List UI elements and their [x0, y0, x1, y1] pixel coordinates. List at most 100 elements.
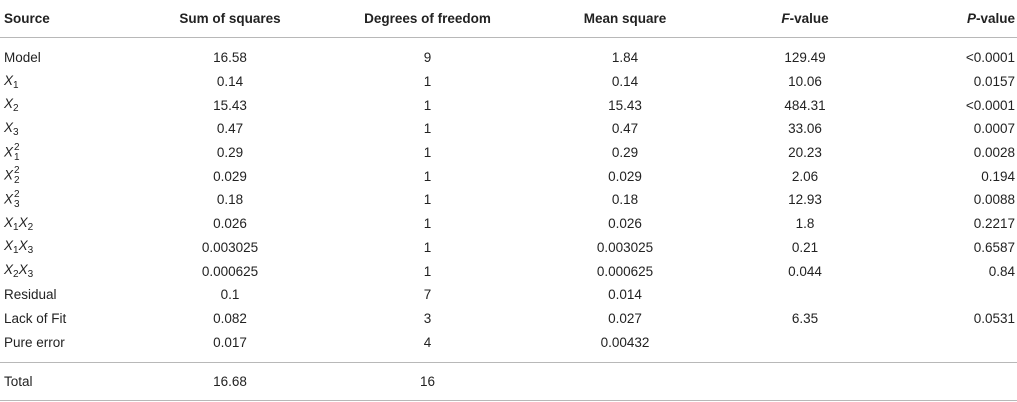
sum-of-squares-cell: 15.43 [213, 97, 247, 113]
mean-square-cell: 1.84 [611, 50, 639, 66]
mean-square-cell: 0.026 [608, 216, 642, 232]
variable-symbol: X [4, 144, 14, 160]
header-source: Source [4, 10, 50, 26]
p-value-cell: 0.6587 [973, 239, 1015, 255]
total-empty-cell [885, 363, 1017, 401]
variable-symbol: X [4, 167, 14, 183]
spacer-row [0, 37, 1017, 46]
p-value-cell: 0.0531 [973, 310, 1015, 326]
table-row: X1X2 0.026 1 0.026 1.8 0.2217 [0, 212, 1017, 236]
f-value-cell [725, 283, 885, 307]
header-p-letter: P [966, 10, 976, 26]
variable-symbol: X [4, 262, 14, 278]
source-label: Model [4, 50, 41, 66]
source-cell: X2 [0, 93, 130, 117]
subscript: 1 [13, 79, 19, 91]
variable-symbol: X [4, 119, 14, 135]
degrees-of-freedom-cell: 1 [423, 192, 432, 208]
subscript: 1 [13, 221, 19, 233]
sum-of-squares-cell: 16.58 [213, 50, 247, 66]
subscript: 3 [14, 198, 20, 210]
p-value-cell: 0.0088 [973, 192, 1015, 208]
source-cell: X1 [0, 70, 130, 94]
variable-symbol: X [4, 214, 14, 230]
sum-of-squares-cell: 0.026 [213, 216, 247, 232]
total-empty-cell [525, 363, 725, 401]
table-row: X1X3 0.003025 1 0.003025 0.21 0.6587 [0, 236, 1017, 260]
subscript: 3 [13, 126, 19, 138]
mean-square-cell: 15.43 [608, 97, 642, 113]
superscript: 2 [14, 141, 20, 153]
p-value-cell: 0.0007 [973, 121, 1015, 137]
total-sum-of-squares: 16.68 [213, 374, 247, 390]
header-mean-square: Mean square [583, 10, 667, 26]
f-value-cell: 20.23 [788, 145, 822, 161]
p-value-cell [885, 283, 1017, 307]
subscript: 1 [14, 151, 20, 163]
degrees-of-freedom-cell: 1 [423, 216, 432, 232]
variable-symbol-2: X [18, 238, 28, 254]
f-value-cell: 129.49 [784, 50, 826, 66]
total-empty-cell [725, 363, 885, 401]
mean-square-cell: 0.000625 [596, 263, 654, 279]
subscript-2: 2 [27, 221, 34, 233]
f-value-cell: 0.21 [791, 239, 819, 255]
header-sum-of-squares: Sum of squares [179, 10, 281, 26]
source-cell: Pure error [0, 330, 130, 354]
mean-square-cell: 0.47 [611, 121, 639, 137]
degrees-of-freedom-cell: 7 [423, 287, 432, 303]
table-row: X2 15.43 1 15.43 484.31 <0.0001 [0, 93, 1017, 117]
degrees-of-freedom-cell: 3 [423, 310, 432, 326]
f-value-cell: 2.06 [791, 168, 819, 184]
source-cell: X3 [0, 117, 130, 141]
variable-symbol: X [4, 96, 14, 112]
p-value-cell: 0.0157 [973, 74, 1015, 90]
source-label: Pure error [4, 334, 65, 350]
total-label: Total [4, 374, 33, 390]
sum-of-squares-cell: 0.18 [216, 192, 244, 208]
subscript: 2 [14, 175, 20, 187]
table-row: Pure error 0.017 4 0.00432 [0, 330, 1017, 354]
table-header: Source Sum of squares Degrees of freedom… [0, 0, 1017, 37]
sum-of-squares-cell: 0.017 [213, 334, 247, 350]
degrees-of-freedom-cell: 1 [423, 239, 432, 255]
header-f-rest: -value [789, 10, 829, 26]
sum-of-squares-cell: 0.14 [216, 74, 244, 90]
degrees-of-freedom-cell: 1 [423, 74, 432, 90]
subscript: 2 [13, 269, 19, 281]
p-value-cell: <0.0001 [965, 50, 1015, 66]
degrees-of-freedom-cell: 1 [423, 168, 432, 184]
variable-symbol: X [4, 72, 14, 88]
spacer-cell [0, 37, 1017, 46]
mean-square-cell: 0.029 [608, 168, 642, 184]
mean-square-cell: 0.027 [608, 310, 642, 326]
total-degrees-of-freedom: 16 [419, 374, 436, 390]
table-row: Residual 0.1 7 0.014 [0, 283, 1017, 307]
header-p-value: P-value [885, 0, 1017, 37]
subscript-2: 3 [27, 269, 34, 281]
mean-square-cell: 0.003025 [596, 239, 654, 255]
f-value-cell: 33.06 [788, 121, 822, 137]
mean-square-cell: 0.18 [611, 192, 639, 208]
table-row: X1 0.14 1 0.14 10.06 0.0157 [0, 70, 1017, 94]
table-row: X3 0.47 1 0.47 33.06 0.0007 [0, 117, 1017, 141]
superscript: 2 [14, 188, 20, 200]
source-cell: X2X3 [0, 259, 130, 283]
total-row: Total 16.68 16 [0, 362, 1017, 401]
f-value-cell: 6.35 [791, 310, 819, 326]
header-f-letter: F [781, 10, 790, 26]
mean-square-cell: 0.00432 [600, 334, 650, 350]
p-value-cell [885, 330, 1017, 354]
sum-of-squares-cell: 0.1 [220, 287, 240, 303]
sum-of-squares-cell: 0.003025 [201, 239, 259, 255]
table-row: Model 16.58 9 1.84 129.49 <0.0001 [0, 46, 1017, 70]
subscript: 2 [13, 103, 19, 115]
f-value-cell: 1.8 [795, 216, 815, 232]
degrees-of-freedom-cell: 4 [423, 334, 432, 350]
source-label: Residual [4, 287, 57, 303]
p-value-cell: <0.0001 [965, 97, 1015, 113]
